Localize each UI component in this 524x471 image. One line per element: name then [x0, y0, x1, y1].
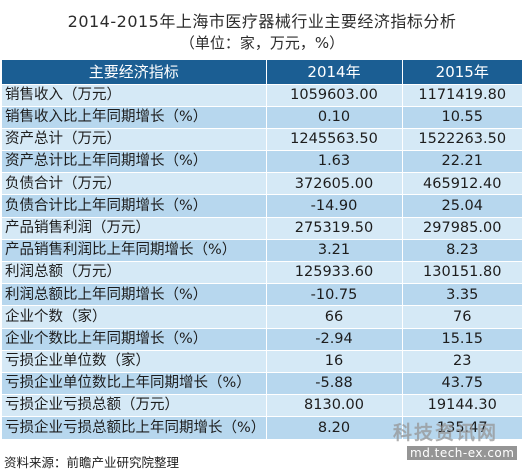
value-2014-cell: 3.21: [266, 238, 403, 262]
table-row: 利润总额（万元） 125933.60 130151.80: [2, 260, 522, 284]
value-2014-cell: 125933.60: [266, 260, 403, 284]
indicator-cell: 利润总额（万元）: [2, 260, 267, 284]
value-2015-cell: 15.15: [402, 327, 522, 351]
indicator-cell: 产品销售利润（万元）: [2, 216, 267, 240]
table-row: 企业个数比上年同期增长（%） -2.94 15.15: [2, 327, 522, 351]
indicator-cell: 利润总额比上年同期增长（%）: [2, 283, 267, 306]
indicator-cell: 资产总计（万元）: [2, 127, 267, 151]
table-row: 亏损企业单位数（家） 16 23: [2, 349, 522, 373]
indicator-cell: 亏损企业单位数（家）: [2, 349, 267, 373]
value-2014-cell: -10.75: [266, 283, 403, 306]
watermark-logo: 科技资讯网: [393, 422, 499, 444]
table-row: 产品销售利润（万元） 275319.50 297985.00: [2, 216, 522, 240]
value-2015-cell: 130151.80: [402, 260, 522, 284]
page-subtitle: （单位：家，万元，%）: [179, 34, 345, 52]
column-header-indicator: 主要经济指标: [2, 60, 267, 84]
column-header-2014: 2014年: [266, 60, 403, 84]
value-2014-cell: 8130.00: [266, 394, 403, 417]
value-2014-cell: 1.63: [266, 150, 403, 173]
table-row: 亏损企业单位数比上年同期增长（%） -5.88 43.75: [2, 371, 522, 395]
value-2014-cell: -5.88: [266, 371, 403, 395]
value-2015-cell: 8.23: [402, 238, 522, 262]
table-row: 销售收入（万元） 1059603.00 1171419.80: [2, 83, 522, 107]
table-row: 亏损企业亏损总额比上年同期增长（%） 8.20 135.47: [2, 416, 522, 439]
indicator-cell: 亏损企业单位数比上年同期增长（%）: [2, 371, 267, 395]
value-2014-cell: 8.20: [266, 416, 403, 439]
value-2015-cell: 465912.40: [402, 172, 522, 195]
value-2014-cell: 372605.00: [266, 172, 403, 195]
page-title: 2014-2015年上海市医疗器械行业主要经济指标分析: [67, 12, 457, 31]
value-2015-cell: 1522263.50: [402, 127, 522, 151]
indicator-cell: 企业个数（家）: [2, 305, 267, 329]
value-2015-cell: 3.35: [402, 283, 522, 306]
table-row: 产品销售利润比上年同期增长（%） 3.21 8.23: [2, 238, 522, 262]
economic-indicators-table: 主要经济指标 2014年 2015年 销售收入（万元） 1059603.00 117…: [2, 60, 522, 439]
indicator-cell: 亏损企业亏损总额（万元）: [2, 394, 267, 417]
value-2014-cell: 1059603.00: [266, 83, 403, 107]
value-2015-cell: 1171419.80: [402, 83, 522, 107]
value-2015-cell: 43.75: [402, 371, 522, 395]
value-2015-cell: 23: [402, 349, 522, 373]
table-row: 销售收入比上年同期增长（%） 0.10 10.55: [2, 105, 522, 129]
indicator-cell: 资产总计比上年同期增长（%）: [2, 150, 267, 173]
indicator-cell: 销售收入（万元）: [2, 83, 267, 107]
table-row: 企业个数（家） 66 76: [2, 305, 522, 329]
watermark: 科技资讯网 md.tech-ex.com: [393, 418, 518, 466]
table-row: 亏损企业亏损总额（万元） 8130.00 19144.30: [2, 394, 522, 417]
indicator-cell: 企业个数比上年同期增长（%）: [2, 327, 267, 351]
table-header-row: 主要经济指标 2014年 2015年: [2, 60, 522, 84]
table-row: 负债合计（万元） 372605.00 465912.40: [2, 172, 522, 195]
value-2014-cell: 1245563.50: [266, 127, 403, 151]
value-2014-cell: 66: [266, 305, 403, 329]
value-2014-cell: 0.10: [266, 105, 403, 129]
value-2014-cell: -14.90: [266, 194, 403, 218]
column-header-2015: 2015年: [402, 60, 522, 84]
value-2015-cell: 25.04: [402, 194, 522, 218]
source-note: 资料来源：前瞻产业研究院整理: [4, 455, 180, 470]
value-2015-cell: 19144.30: [402, 394, 522, 417]
value-2014-cell: 16: [266, 349, 403, 373]
value-2015-cell: 22.21: [402, 150, 522, 173]
table-row: 负债合计比上年同期增长（%） -14.90 25.04: [2, 194, 522, 218]
indicator-cell: 负债合计（万元）: [2, 172, 267, 195]
value-2014-cell: -2.94: [266, 327, 403, 351]
title-block: 2014-2015年上海市医疗器械行业主要经济指标分析 （单位：家，万元，%）: [0, 0, 524, 58]
indicator-cell: 销售收入比上年同期增长（%）: [2, 105, 267, 129]
indicator-cell: 产品销售利润比上年同期增长（%）: [2, 238, 267, 262]
table-row: 资产总计比上年同期增长（%） 1.63 22.21: [2, 150, 522, 173]
watermark-url: md.tech-ex.com: [407, 446, 518, 460]
value-2014-cell: 275319.50: [266, 216, 403, 240]
indicator-cell: 负债合计比上年同期增长（%）: [2, 194, 267, 218]
value-2015-cell: 297985.00: [402, 216, 522, 240]
indicator-cell: 亏损企业亏损总额比上年同期增长（%）: [2, 416, 267, 439]
value-2015-cell: 76: [402, 305, 522, 329]
table-row: 利润总额比上年同期增长（%） -10.75 3.35: [2, 283, 522, 306]
table-row: 资产总计（万元） 1245563.50 1522263.50: [2, 127, 522, 151]
value-2015-cell: 10.55: [402, 105, 522, 129]
value-2015-cell: 135.47: [402, 416, 522, 439]
